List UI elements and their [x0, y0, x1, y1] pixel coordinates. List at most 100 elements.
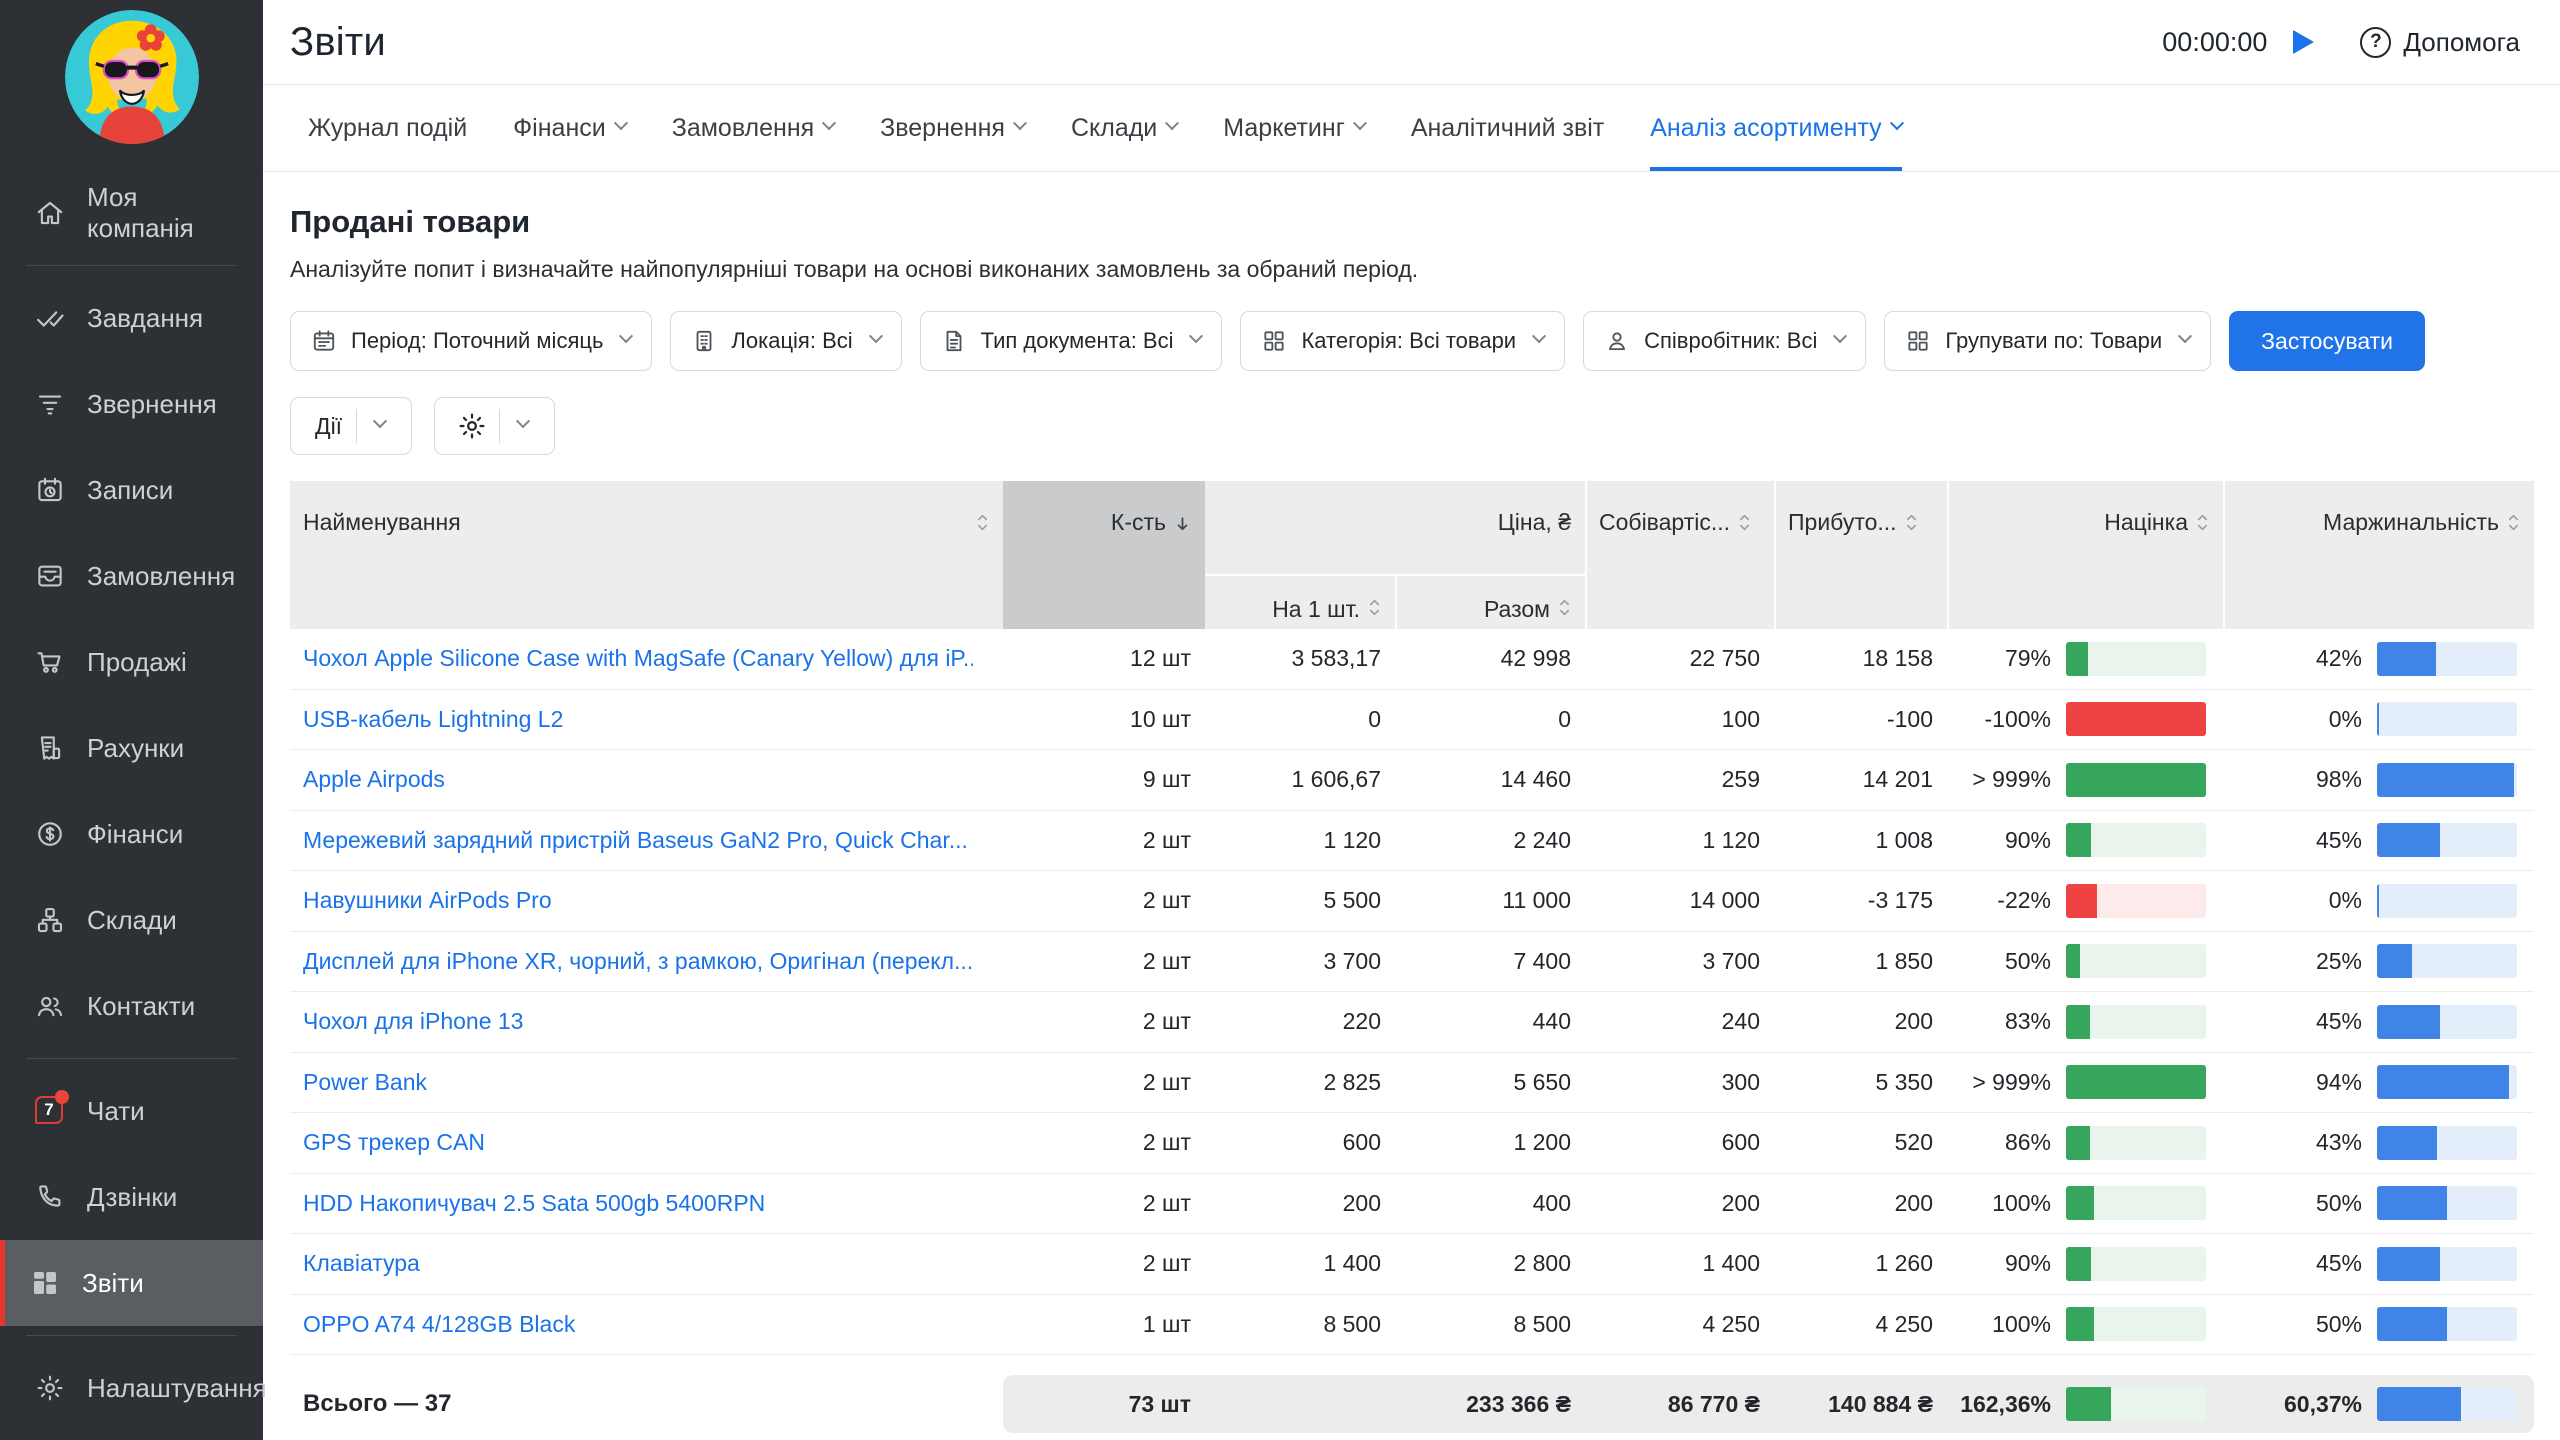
table-row: OPPO A74 4/128GB Black 1 шт 8 500 8 500 … — [290, 1295, 2534, 1356]
column-header-profit[interactable]: Прибуто... — [1774, 481, 1947, 629]
inbox-icon — [35, 561, 65, 591]
sidebar-divider — [26, 1058, 237, 1059]
help-link[interactable]: ? Допомога — [2360, 27, 2520, 58]
content: Продані товари Аналізуйте попит і визнач… — [263, 172, 2560, 1433]
product-link[interactable]: Клавіатура — [303, 1250, 420, 1277]
avatar[interactable] — [65, 10, 199, 144]
column-header-price-total[interactable]: Разом — [1395, 574, 1585, 629]
sidebar-item[interactable]: Склади — [0, 877, 263, 963]
tab-3[interactable]: Звернення — [880, 85, 1025, 171]
footer-margin: 60,37% — [2223, 1375, 2534, 1433]
qty-cell: 10 шт — [1003, 690, 1205, 750]
filter-chip[interactable]: Співробітник: Всі — [1583, 311, 1866, 371]
price-total-cell: 400 — [1395, 1174, 1585, 1234]
sidebar-item[interactable]: Замовлення — [0, 533, 263, 619]
chevron-down-icon — [822, 116, 836, 130]
chevron-down-icon — [2178, 329, 2192, 343]
sidebar-item[interactable]: Рахунки — [0, 705, 263, 791]
sidebar-item[interactable]: Звернення — [0, 361, 263, 447]
markup-bar — [2066, 763, 2206, 797]
sidebar-item[interactable]: Продажі — [0, 619, 263, 705]
margin-bar — [2377, 1126, 2517, 1160]
product-link[interactable]: Чохол для iPhone 13 — [303, 1008, 523, 1035]
calendar-icon — [311, 328, 337, 354]
markup-bar — [2066, 642, 2206, 676]
filter-bar: Період: Поточний місяць Локація: Всі Тип д… — [290, 311, 2535, 371]
tab-0[interactable]: Журнал подій — [308, 85, 467, 171]
margin-cell: 0% — [2223, 690, 2534, 750]
filter-chip[interactable]: Період: Поточний місяць — [290, 311, 652, 371]
profit-cell: 4 250 — [1774, 1295, 1947, 1355]
markup-cell: 100% — [1947, 1174, 2223, 1234]
tab-label: Маркетинг — [1223, 114, 1345, 143]
column-header-qty[interactable]: К-сть — [1003, 481, 1205, 629]
column-header-price-unit[interactable]: На 1 шт. — [1205, 574, 1395, 629]
grid-icon — [1905, 328, 1931, 354]
app-root: Моя компаніяЗавданняЗверненняЗаписиЗамов… — [0, 0, 2560, 1440]
filter-chip[interactable]: Тип документа: Всі — [920, 311, 1223, 371]
column-header-cost[interactable]: Собівартіс... — [1585, 481, 1774, 629]
product-link[interactable]: HDD Накопичувач 2.5 Sata 500gb 5400RPN — [303, 1190, 765, 1217]
sidebar-item-label: Записи — [87, 475, 173, 506]
product-link[interactable]: OPPO A74 4/128GB Black — [303, 1311, 575, 1338]
sidebar-item[interactable]: 7Чати — [0, 1068, 263, 1154]
tab-1[interactable]: Фінанси — [513, 85, 626, 171]
sidebar-item[interactable]: Записи — [0, 447, 263, 533]
sidebar-item[interactable]: Моя компанія — [0, 170, 263, 256]
margin-bar — [2377, 884, 2517, 918]
person-icon — [1604, 328, 1630, 354]
margin-cell: 45% — [2223, 811, 2534, 871]
sidebar-item[interactable]: Дзвінки — [0, 1154, 263, 1240]
column-header-name[interactable]: Найменування — [290, 481, 1003, 629]
sort-icon — [976, 512, 989, 539]
filter-label: Локація: Всі — [731, 328, 852, 354]
filter-chip[interactable]: Категорія: Всі товари — [1240, 311, 1565, 371]
qty-cell: 1 шт — [1003, 1295, 1205, 1355]
margin-bar — [2377, 702, 2517, 736]
markup-bar — [2066, 702, 2206, 736]
profit-cell: 1 850 — [1774, 932, 1947, 992]
product-link[interactable]: Apple Airpods — [303, 766, 445, 793]
chevron-down-icon[interactable] — [357, 423, 393, 429]
qty-cell: 2 шт — [1003, 1113, 1205, 1173]
apply-button[interactable]: Застосувати — [2229, 311, 2425, 371]
cost-cell: 4 250 — [1585, 1295, 1774, 1355]
tab-2[interactable]: Замовлення — [672, 85, 834, 171]
column-header-margin[interactable]: Маржинальність — [2223, 481, 2534, 629]
markup-bar — [2066, 1387, 2206, 1421]
profit-cell: 1 008 — [1774, 811, 1947, 871]
product-link[interactable]: GPS трекер CAN — [303, 1129, 485, 1156]
product-link[interactable]: USB-кабель Lightning L2 — [303, 706, 563, 733]
tab-5[interactable]: Маркетинг — [1223, 85, 1365, 171]
product-link[interactable]: Power Bank — [303, 1069, 427, 1096]
price-unit-cell: 1 400 — [1205, 1234, 1395, 1294]
tab-analiz-asortymentu[interactable]: Аналіз асортименту — [1650, 85, 1901, 171]
price-total-cell: 14 460 — [1395, 750, 1585, 810]
sort-icon — [1558, 597, 1571, 624]
sidebar-item-label: Рахунки — [87, 733, 184, 764]
product-link[interactable]: Дисплей для iPhone XR, чорний, з рамкою,… — [303, 948, 973, 975]
chevron-down-icon[interactable] — [500, 423, 536, 429]
sidebar-item[interactable]: Звіти — [0, 1240, 263, 1326]
timer-play-button[interactable] — [2293, 30, 2314, 54]
column-header-markup[interactable]: Націнка — [1947, 481, 2223, 629]
sidebar-item[interactable]: Фінанси — [0, 791, 263, 877]
filter-chip[interactable]: Локація: Всі — [670, 311, 901, 371]
table-settings-button[interactable] — [434, 397, 555, 455]
sidebar-item[interactable]: Контакти — [0, 963, 263, 1049]
profit-cell: -100 — [1774, 690, 1947, 750]
tab-4[interactable]: Склади — [1071, 85, 1177, 171]
sidebar-item[interactable]: Завдання — [0, 275, 263, 361]
tab-6[interactable]: Аналітичний звіт — [1411, 85, 1604, 171]
filter-chip[interactable]: Групувати по: Товари — [1884, 311, 2211, 371]
sort-icon — [1905, 512, 1918, 539]
product-link[interactable]: Навушники AirPods Pro — [303, 887, 552, 914]
price-unit-cell: 3 583,17 — [1205, 629, 1395, 689]
sidebar-item-label: Дзвінки — [87, 1182, 177, 1213]
product-link[interactable]: Мережевий зарядний пристрій Baseus GaN2 … — [303, 827, 968, 854]
sidebar-nav: Моя компанія ЗавданняЗвернення Записи Замов… — [0, 170, 263, 1431]
product-link[interactable]: Чохол Apple Silicone Case with MagSafe (… — [303, 645, 973, 672]
sidebar-item[interactable]: Налаштування — [0, 1345, 263, 1431]
actions-menu-button[interactable]: Дії — [290, 397, 412, 455]
filter-label: Категорія: Всі товари — [1301, 328, 1516, 354]
